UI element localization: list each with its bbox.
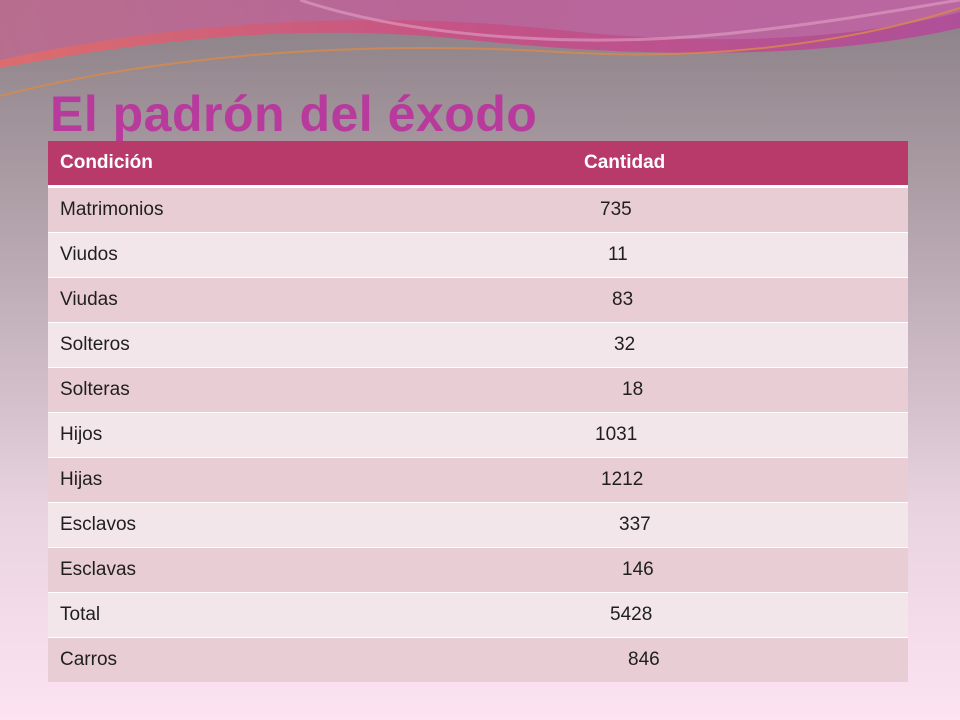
- cell-cantidad: 11: [608, 244, 628, 265]
- cell-cantidad: 146: [622, 559, 654, 580]
- cell-condicion: Esclavos: [60, 514, 137, 535]
- cell-condicion: Esclavas: [60, 559, 137, 580]
- table-row: Carros 846: [48, 637, 908, 682]
- cell-condicion: Solteras: [60, 379, 130, 400]
- cell-cantidad: 32: [614, 334, 636, 355]
- cell-cantidad: 5428: [610, 604, 653, 625]
- page-title: El padrón del éxodo: [50, 86, 538, 142]
- table-header-row: Condición Cantidad: [48, 141, 908, 187]
- table-row: Viudas 83: [48, 277, 908, 322]
- table-row: Solteras 18: [48, 367, 908, 412]
- cell-condicion: Solteros: [60, 334, 130, 355]
- cell-condicion: Hijas: [60, 469, 103, 490]
- cell-cantidad: 1031: [595, 424, 638, 445]
- table-row: Hijos 1031: [48, 412, 908, 457]
- cell-condicion: Hijos: [60, 424, 103, 445]
- cell-cantidad: 1212: [601, 469, 644, 490]
- table-row: Viudos 11: [48, 232, 908, 277]
- table-row: Esclavas 146: [48, 547, 908, 592]
- cell-cantidad: 735: [600, 199, 632, 220]
- cell-condicion: Total: [60, 604, 101, 625]
- cell-condicion: Viudos: [60, 244, 118, 265]
- table-row: Esclavos 337: [48, 502, 908, 547]
- header-condicion: Condición: [60, 152, 153, 173]
- table-row: Solteros 32: [48, 322, 908, 367]
- cell-cantidad: 83: [612, 289, 634, 310]
- table-row: Matrimonios 735: [48, 187, 908, 232]
- table-row: Total 5428: [48, 592, 908, 637]
- cell-condicion: Carros: [60, 649, 118, 670]
- cell-cantidad: 846: [628, 649, 660, 670]
- header-cantidad: Cantidad: [584, 152, 666, 173]
- cell-condicion: Viudas: [60, 289, 118, 310]
- cell-condicion: Matrimonios: [60, 199, 164, 220]
- cell-cantidad: 337: [619, 514, 651, 535]
- table-row: Hijas 1212: [48, 457, 908, 502]
- decorative-waves: [0, 0, 960, 97]
- census-table: Condición Cantidad Matrimonios 735 Viudo…: [48, 141, 908, 682]
- cell-cantidad: 18: [622, 379, 644, 400]
